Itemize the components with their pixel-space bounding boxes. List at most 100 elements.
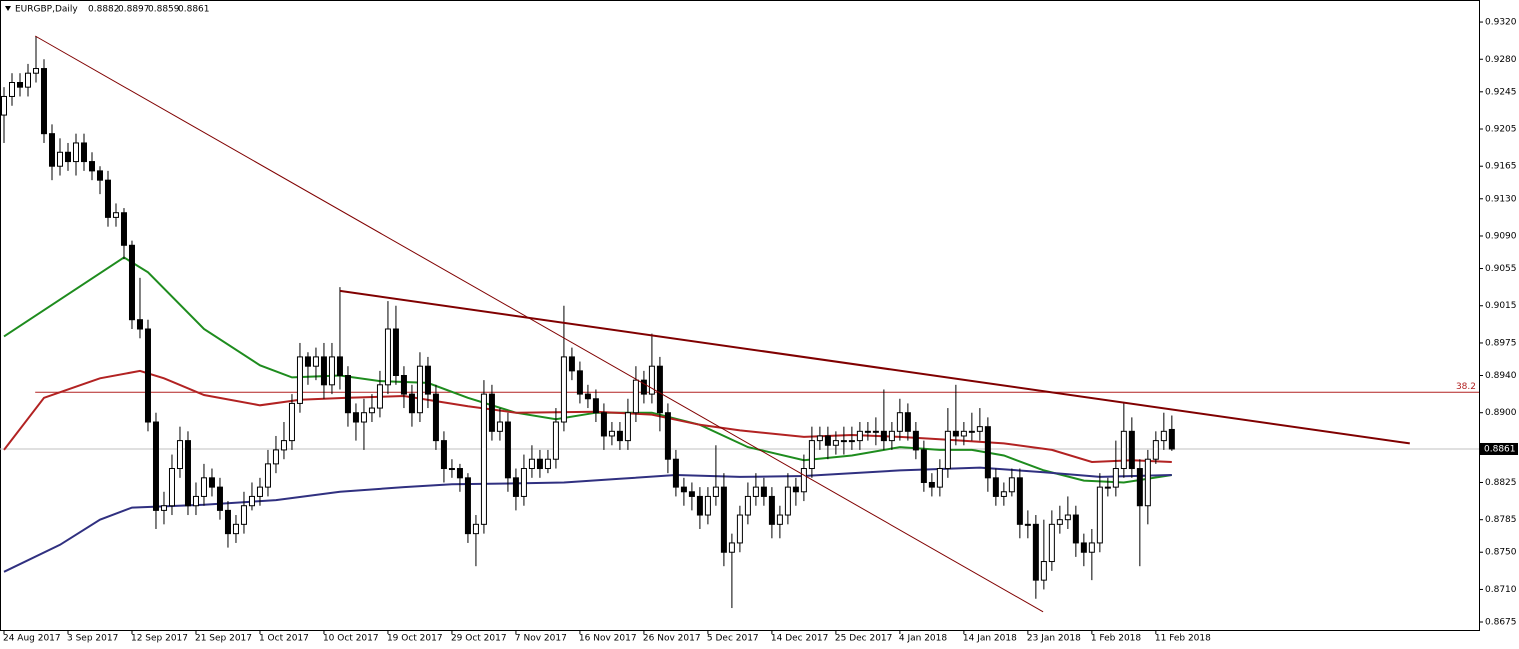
candle-body [256,486,263,497]
candle-body [72,142,79,163]
y-tick-label: 0.8785 [1485,515,1517,525]
candle-body [1064,514,1071,521]
x-tick-label: 1 Oct 2017 [259,634,309,644]
plot-frame [0,0,1480,631]
candle-body [752,486,759,497]
candle-body [1120,430,1127,470]
candle-body [688,491,695,497]
candle-body [128,244,135,321]
candle-body [584,393,591,400]
candle-body [1096,486,1103,544]
symbol-menu-icon[interactable] [5,6,11,11]
candle-body [984,426,991,479]
candle-body [680,486,687,493]
candle-body [664,412,671,460]
candle-body [344,375,351,414]
candle-body [8,82,15,97]
candle-body [808,440,815,470]
candle-body [1048,523,1055,563]
x-tick-label: 19 Oct 2017 [387,634,443,644]
candle-body [816,435,823,442]
candle-body [408,393,415,414]
candle-body [736,514,743,544]
x-tick-label: 16 Nov 2017 [579,634,637,644]
y-tick-label: 0.9015 [1485,301,1517,311]
y-tick-label: 0.9055 [1485,264,1517,274]
y-tick-label: 0.8710 [1485,585,1517,595]
candle-body [280,440,287,451]
candle-body [1040,561,1047,581]
candle-body [1024,523,1031,526]
current-price-label: 0.8861 [1484,444,1516,454]
candle-body [720,486,727,553]
header-high: 0.8897 [118,5,150,15]
candle-body [784,486,791,516]
candle-body [1016,477,1023,525]
y-tick-label: 0.9280 [1485,55,1517,65]
candle-body [424,365,431,395]
candle-body [744,495,751,516]
x-tick-label: 14 Dec 2017 [771,634,829,644]
candle-body [184,440,191,507]
x-tick-label: 10 Oct 2017 [323,634,379,644]
candle-body [1056,519,1063,525]
x-tick-label: 7 Nov 2017 [515,634,567,644]
candle-body [240,505,247,525]
candle-body [1000,491,1007,497]
x-tick-label: 29 Oct 2017 [451,634,507,644]
candle-body [848,440,855,443]
trendline [34,35,1044,613]
candle-body [480,393,487,525]
candle-body [800,468,807,493]
candle-body [288,402,295,442]
candle-body [928,481,935,488]
candle-body [104,179,111,218]
candle-body [0,95,7,116]
candle-body [392,328,399,377]
candle-body [1128,430,1135,470]
candle-body [352,412,359,423]
candle-body [528,458,535,470]
candle-body [64,151,71,163]
candle-body [456,468,463,479]
candle-body [328,356,335,386]
candle-body [504,421,511,479]
candle-body [840,440,847,443]
candle-body [576,370,583,395]
y-tick-label: 0.8900 [1485,408,1517,418]
y-tick-label: 0.8940 [1485,371,1517,381]
candle-body [912,430,919,451]
candle-body [608,430,615,437]
candle-body [1144,458,1151,507]
candle-body [896,412,903,432]
candle-body [176,440,183,470]
candle-body [1136,468,1143,507]
x-tick-label: 24 Aug 2017 [3,634,61,644]
plot-area [0,35,1479,613]
y-tick-label: 0.9205 [1485,125,1517,135]
candle-body [112,212,119,218]
candle-body [272,449,279,465]
candle-body [568,356,575,372]
candle-body [200,477,207,497]
candle-body [888,430,895,442]
header-open: 0.8882 [88,5,120,15]
candle-body [552,421,559,460]
candle-body [56,151,63,167]
y-tick-label: 0.9090 [1485,231,1517,241]
candle-body [520,468,527,497]
candle-body [1032,523,1039,581]
candle-body [976,426,983,432]
candle-body [632,379,639,414]
y-tick-label: 0.8675 [1485,618,1517,628]
candle-body [952,430,959,437]
candle-body [416,365,423,414]
moving-average [3,466,1172,573]
candle-body [880,430,887,442]
candle-body [776,514,783,525]
candle-body [120,212,127,246]
x-tick-label: 1 Feb 2018 [1091,634,1142,644]
candle-body [136,319,143,330]
candle-body [440,440,447,470]
